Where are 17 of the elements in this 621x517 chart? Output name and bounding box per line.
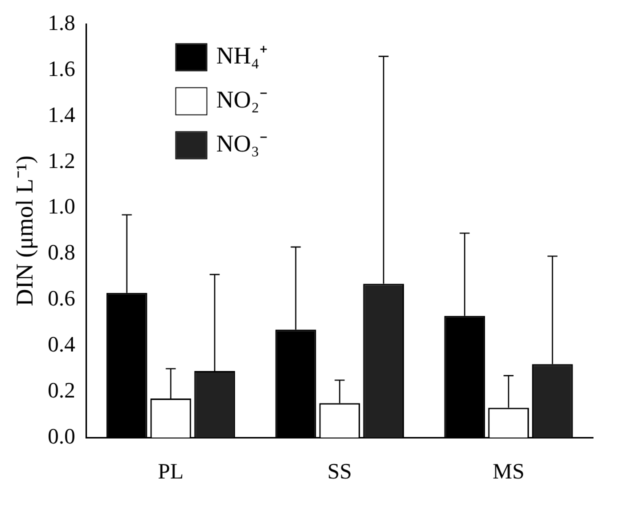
y-tick-label: 0.2 bbox=[48, 377, 76, 402]
y-tick-label: 1.4 bbox=[48, 102, 76, 127]
y-tick-label: 0.0 bbox=[48, 423, 76, 448]
y-tick-label: 1.2 bbox=[48, 148, 76, 173]
y-tick-label: 0.6 bbox=[48, 286, 76, 311]
legend-label: NH₄⁺ bbox=[216, 43, 268, 70]
y-axis-title: DIN (μmol L⁻¹) bbox=[12, 156, 39, 306]
x-tick-label: SS bbox=[327, 458, 352, 484]
y-tick-label: 1.8 bbox=[48, 10, 76, 35]
x-tick-label: MS bbox=[492, 458, 524, 484]
y-tick-label: 0.4 bbox=[48, 332, 76, 357]
x-tick-label: PL bbox=[158, 458, 184, 484]
y-tick-label: 0.8 bbox=[48, 240, 76, 265]
legend-label: NO₃⁻ bbox=[216, 131, 268, 158]
y-tick-label: 1.6 bbox=[48, 56, 76, 81]
y-tick-label: 1.0 bbox=[48, 194, 76, 219]
legend-label: NO₂⁻ bbox=[216, 87, 268, 114]
